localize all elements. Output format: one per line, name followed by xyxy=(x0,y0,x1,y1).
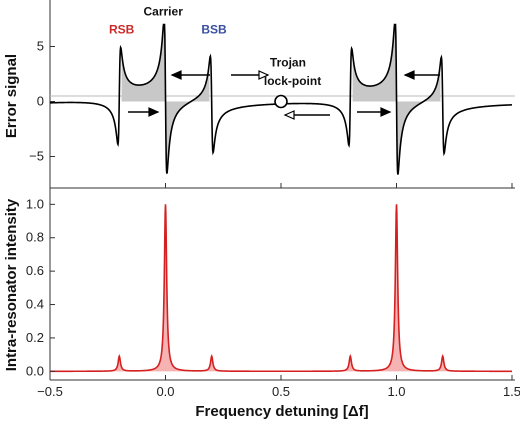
annotation-bsb: BSB xyxy=(201,22,227,36)
trojan-lock-point-marker xyxy=(274,94,288,109)
x-tick-label: 1.0 xyxy=(387,384,405,399)
arrow-right-upper-trojan xyxy=(231,70,270,80)
x-axis-title: Frequency detuning [Δf] xyxy=(195,403,368,420)
top-y-tick-label: 0 xyxy=(37,94,44,109)
top-y-tick-label: −5 xyxy=(29,149,44,164)
bottom-y-ticks: 0.0 0.2 0.4 0.6 0.8 1.0 xyxy=(26,196,55,378)
bottom-y-tick-label: 1.0 xyxy=(26,196,44,211)
x-tick-label: 0.5 xyxy=(272,384,290,399)
bottom-y-tick-label: 0.2 xyxy=(26,330,44,345)
top-panel: −5 0 5 RSB Carrier BSB Trojan lock-point Error… xyxy=(3,0,515,189)
annotation-rsb: RSB xyxy=(109,22,135,36)
intensity-area xyxy=(50,204,512,372)
intensity-line xyxy=(50,204,512,373)
bottom-y-tick-label: 0.0 xyxy=(26,363,44,378)
x-tick-label: −0.5 xyxy=(37,384,63,399)
annotation-carrier: Carrier xyxy=(144,5,184,19)
annotation-lock-point: lock-point xyxy=(264,74,321,88)
arrow-left-upper-2 xyxy=(403,70,440,80)
arrow-right-lower-1-head xyxy=(148,107,160,117)
annotation-trojan: Trojan xyxy=(270,55,306,69)
bottom-panel: 0.0 0.2 0.4 0.6 0.8 1.0 −0.5 0.0 0.5 1.0 1.5 Intr… xyxy=(3,183,520,420)
arrow-left-upper-1-head xyxy=(170,70,182,80)
direction-arrows xyxy=(128,70,440,120)
arrow-left-lower-trojan-head xyxy=(283,110,295,120)
bottom-y-tick-label: 0.4 xyxy=(26,297,44,312)
bottom-y-tick-label: 0.6 xyxy=(26,263,44,278)
top-y-ticks: −5 0 5 xyxy=(29,39,55,164)
x-tick-label: 0.0 xyxy=(156,384,174,399)
arrow-right-lower-2 xyxy=(357,107,392,117)
x-tick-label: 1.5 xyxy=(503,384,520,399)
top-annotations: RSB Carrier BSB Trojan lock-point xyxy=(109,5,321,88)
arrow-left-lower-trojan xyxy=(283,110,330,120)
arrow-right-lower-2-head xyxy=(380,107,392,117)
arrow-left-upper-2-head xyxy=(403,70,415,80)
bottom-y-axis-title: Intra-resonator intensity xyxy=(3,198,20,371)
top-y-axis-title: Error signal xyxy=(3,54,20,138)
bottom-y-tick-label: 0.8 xyxy=(26,230,44,245)
arrow-right-lower-1 xyxy=(128,107,160,117)
top-y-tick-label: 5 xyxy=(37,39,44,54)
arrow-right-upper-trojan-head xyxy=(258,70,270,80)
bottom-x-ticks: −0.5 0.0 0.5 1.0 1.5 xyxy=(37,183,520,399)
arrow-left-upper-1 xyxy=(170,70,210,80)
